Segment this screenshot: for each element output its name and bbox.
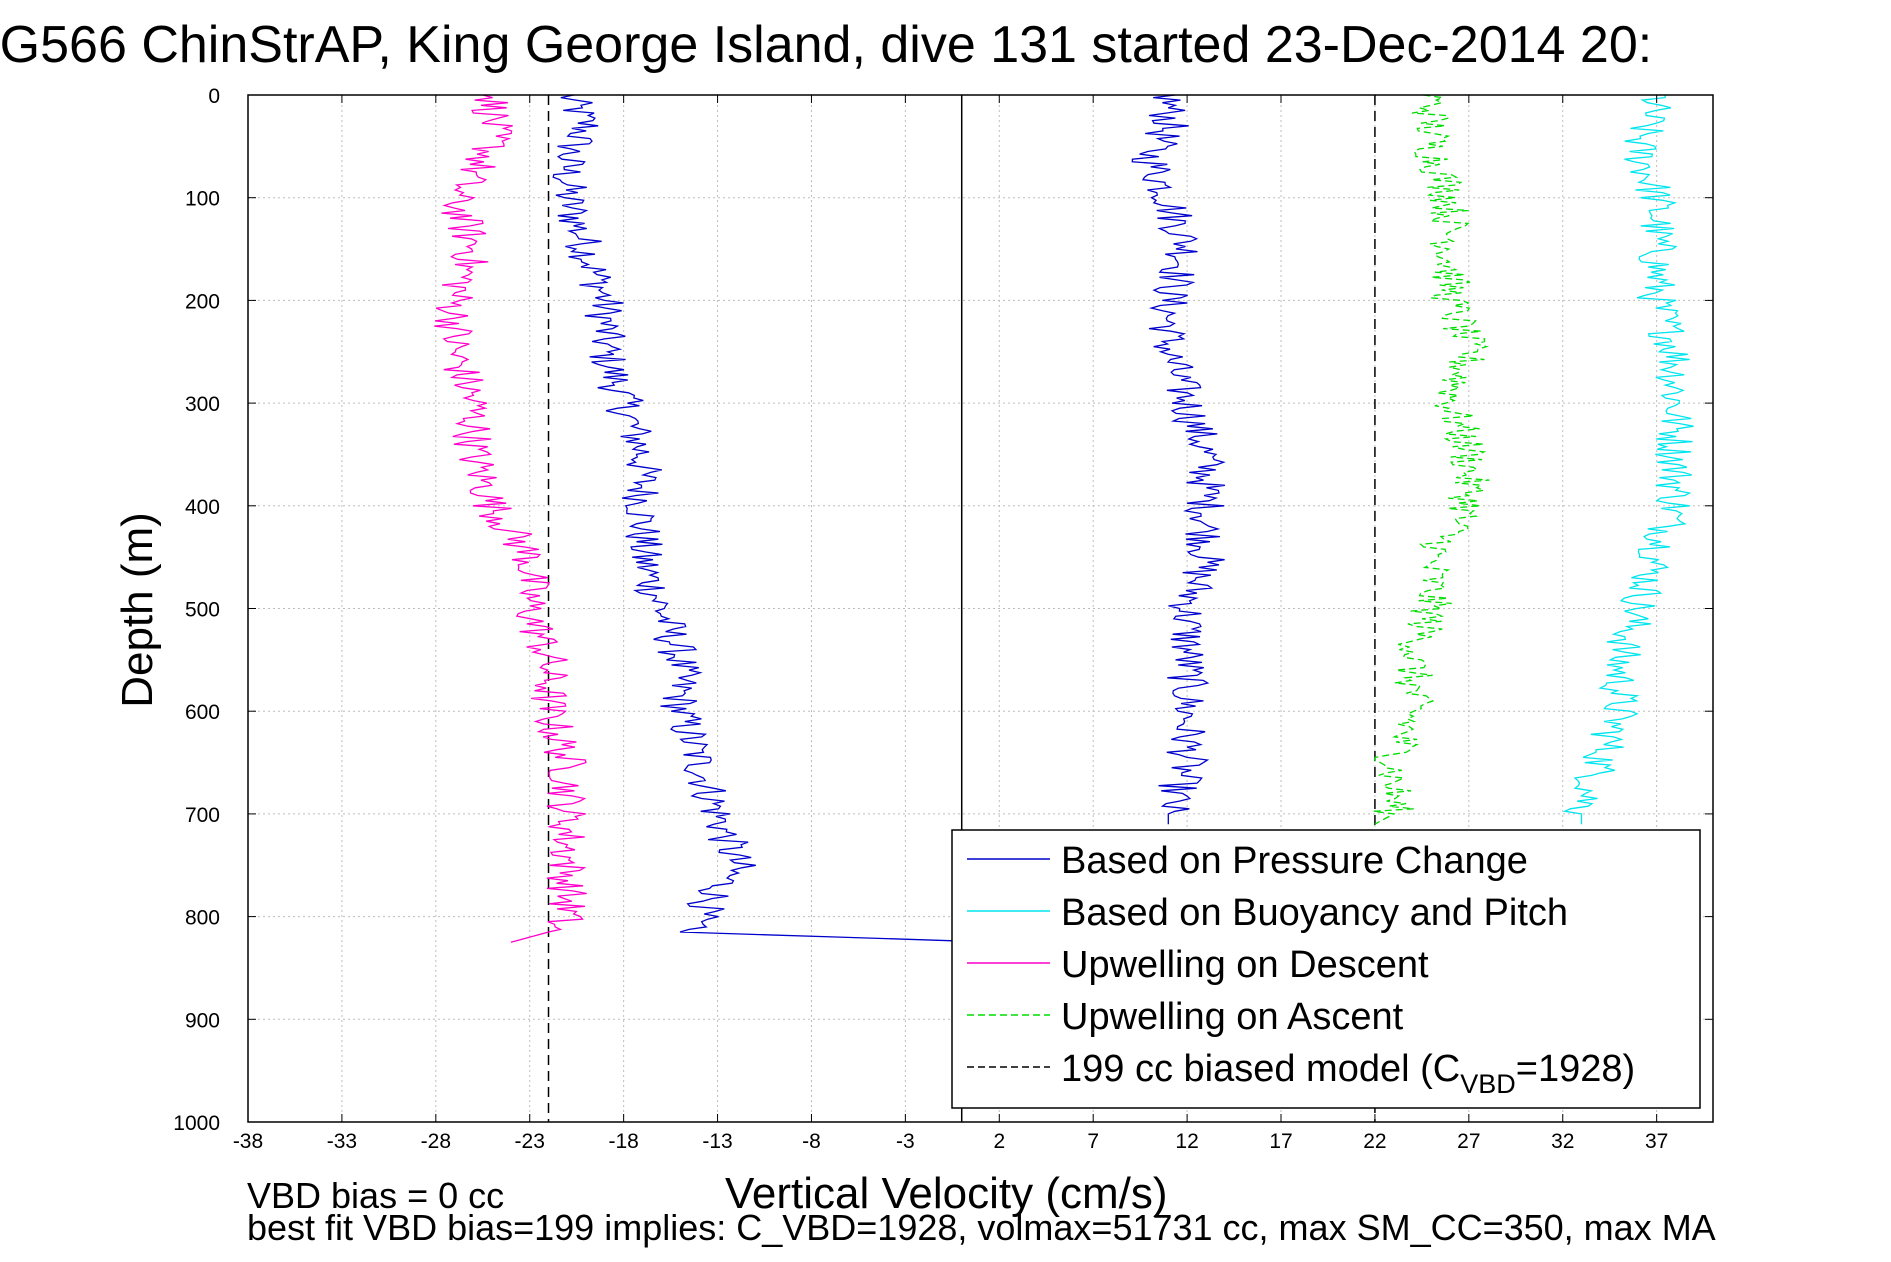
series-line: [1373, 94, 1490, 825]
legend-label: 199 cc biased model (CVBD=1928): [1061, 1048, 1635, 1099]
y-axis-label: Depth (m): [113, 512, 162, 708]
x-tick-label: 32: [1551, 1130, 1574, 1153]
chart-title: SG566 ChinStrAP, King George Island, div…: [0, 16, 1652, 74]
series-line: [434, 94, 587, 943]
y-tick-label: 1000: [173, 1112, 220, 1135]
y-tick-label: 900: [185, 1009, 220, 1032]
y-tick-label: 500: [185, 599, 220, 622]
y-tick-label: 600: [185, 701, 220, 724]
series-line: [1562, 94, 1694, 825]
legend: Based on Pressure Change Based on Buoyanc…: [951, 829, 1701, 1109]
series-line: [552, 94, 1000, 943]
y-tick-label: 800: [185, 907, 220, 930]
series-0: [552, 94, 1226, 943]
y-tick-label: 700: [185, 804, 220, 827]
x-tick-label: -33: [327, 1130, 357, 1153]
series-2: [434, 94, 587, 943]
x-tick-label: -38: [233, 1130, 263, 1153]
y-tick-label: 400: [185, 496, 220, 519]
legend-label: Based on Pressure Change: [1061, 840, 1528, 882]
x-axis-label: Vertical Velocity (cm/s): [725, 1169, 1168, 1218]
series-3: [1373, 94, 1490, 825]
legend-items: Based on Pressure Change Based on Buoyanc…: [967, 840, 1635, 1099]
x-tick-label: 37: [1645, 1130, 1668, 1153]
series-line: [1131, 94, 1226, 825]
x-tick-label: 7: [1087, 1130, 1099, 1153]
y-tick-label: 100: [185, 188, 220, 211]
legend-label: Upwelling on Ascent: [1061, 996, 1404, 1038]
x-tick-label: -28: [421, 1130, 451, 1153]
y-tick-label: 200: [185, 290, 220, 313]
x-tick-label: -3: [896, 1130, 915, 1153]
x-tick-label: -23: [515, 1130, 545, 1153]
legend-box: [951, 829, 1701, 1109]
x-tick-label: 27: [1457, 1130, 1480, 1153]
best-fit-note: best fit VBD bias=199 implies: C_VBD=192…: [247, 1207, 1716, 1248]
legend-label: Based on Buoyancy and Pitch: [1061, 892, 1568, 934]
x-tick-label: 22: [1363, 1130, 1386, 1153]
y-tick-label: 300: [185, 393, 220, 416]
data-series: [434, 94, 1694, 943]
x-tick-label: 12: [1175, 1130, 1198, 1153]
x-axis-ticks: -38 -33 -28 -23 -18 -13 -8 -3 2 7 12 17 22 27 32 37: [233, 95, 1668, 1153]
x-tick-label: -8: [802, 1130, 821, 1153]
vbd-bias-note: VBD bias = 0 cc: [247, 1175, 504, 1216]
x-tick-label: -13: [702, 1130, 732, 1153]
legend-label: Upwelling on Descent: [1061, 944, 1429, 986]
x-tick-label: -18: [608, 1130, 638, 1153]
x-tick-label: 2: [993, 1130, 1005, 1153]
series-1: [1562, 94, 1694, 825]
y-tick-label: 0: [208, 85, 220, 108]
x-tick-label: 17: [1269, 1130, 1292, 1153]
y-axis-ticks: 0 100 200 300 400 500 600 700 800 900 1000: [173, 85, 1713, 1135]
